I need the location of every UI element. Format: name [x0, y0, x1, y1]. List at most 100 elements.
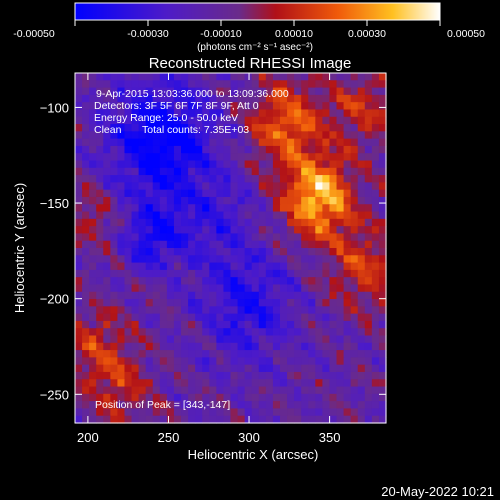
heatmap-cell [378, 131, 387, 140]
heatmap-cell [287, 196, 295, 205]
heatmap-cell [322, 80, 331, 89]
heatmap-cell [265, 175, 274, 183]
heatmap-cell [75, 196, 83, 205]
heatmap-cell [96, 116, 104, 125]
heatmap-cell [173, 262, 182, 271]
energy-range-text: Energy Range: 25.0 - 50.0 keV [94, 112, 238, 124]
heatmap-cell [237, 73, 246, 81]
heatmap-cell [350, 233, 359, 242]
heatmap-cell [188, 364, 196, 373]
heatmap-cell [209, 371, 217, 380]
heatmap-cell [258, 313, 267, 322]
heatmap-cell [265, 277, 274, 286]
heatmap-cell [173, 379, 182, 388]
heatmap-cell [322, 233, 331, 242]
heatmap-cell [216, 87, 225, 96]
heatmap-cell [364, 299, 373, 307]
y-tick-label: −150 [40, 196, 69, 211]
heatmap-cell [244, 116, 253, 125]
heatmap-cell [89, 306, 97, 315]
heatmap-cell [166, 328, 175, 337]
heatmap-cell [315, 269, 323, 278]
heatmap-cell [117, 386, 126, 395]
colorbar-tick-label: 0.00030 [348, 28, 386, 40]
heatmap-cell [89, 408, 97, 417]
heatmap-cell [244, 350, 253, 358]
heatmap-cell [287, 306, 295, 315]
heatmap-cell [145, 350, 154, 358]
heatmap-cell [124, 364, 133, 373]
heatmap-cell [357, 255, 366, 264]
heatmap-cell [166, 371, 175, 380]
heatmap-cell [202, 335, 210, 344]
heatmap-cell [308, 131, 316, 140]
heatmap-cell [117, 131, 126, 140]
heatmap-cell [75, 328, 83, 337]
heatmap-cell [301, 175, 309, 183]
heatmap-cell [265, 131, 274, 140]
heatmap-cell [138, 386, 147, 395]
heatmap-cell [336, 357, 345, 366]
heatmap-cell [223, 371, 232, 380]
heatmap-cell [138, 175, 147, 183]
heatmap-cell [322, 379, 331, 388]
heatmap-cell [329, 233, 338, 242]
heatmap-cell [75, 131, 83, 140]
heatmap-cell [195, 109, 203, 118]
heatmap-cell [152, 393, 161, 402]
heatmap-cell [173, 153, 182, 162]
heatmap-cell [279, 269, 288, 278]
heatmap-cell [287, 189, 295, 198]
heatmap-cell [251, 138, 260, 147]
heatmap-cell [258, 277, 267, 286]
heatmap-cell [216, 182, 225, 191]
heatmap-cell [89, 415, 97, 424]
heatmap-cell [308, 306, 316, 315]
heatmap-cell [343, 80, 352, 89]
heatmap-cell [258, 94, 267, 103]
heatmap-cell [357, 131, 366, 140]
heatmap-cell [131, 94, 140, 103]
heatmap-cell [294, 145, 302, 154]
heatmap-cell [188, 211, 196, 220]
heatmap-cell [75, 371, 83, 380]
heatmap-cell [223, 124, 232, 132]
heatmap-cell [378, 73, 387, 81]
heatmap-cell [173, 415, 182, 424]
heatmap-cell [322, 248, 331, 256]
heatmap-cell [110, 262, 119, 271]
heatmap-cell [322, 393, 331, 402]
heatmap-cell [279, 255, 288, 264]
heatmap-cell [301, 328, 309, 337]
heatmap-cell [209, 160, 217, 169]
heatmap-cell [371, 277, 380, 286]
heatmap-cell [166, 102, 175, 111]
heatmap-cell [110, 167, 119, 176]
heatmap-cell [110, 364, 119, 373]
heatmap-cell [110, 248, 119, 256]
heatmap-cell [138, 211, 147, 220]
heatmap-cell [350, 153, 359, 162]
heatmap-cell [258, 269, 267, 278]
heatmap-cell [357, 189, 366, 198]
heatmap-cell [202, 131, 210, 140]
heatmap-cell [308, 299, 316, 307]
heatmap-cell [364, 94, 373, 103]
heatmap-cell [301, 87, 309, 96]
heatmap-cell [322, 138, 331, 147]
heatmap-cell [216, 313, 225, 322]
heatmap-cell [209, 138, 217, 147]
heatmap-cell [357, 306, 366, 315]
heatmap-cell [279, 167, 288, 176]
heatmap-cell [145, 364, 154, 373]
heatmap-cell [272, 248, 281, 256]
heatmap-cell [195, 415, 203, 424]
heatmap-cell [195, 357, 203, 366]
heatmap-cell [96, 255, 104, 264]
heatmap-cell [357, 87, 366, 96]
heatmap-cell [364, 401, 373, 410]
heatmap-cell [287, 94, 295, 103]
heatmap-cell [244, 255, 253, 264]
heatmap-cell [287, 175, 295, 183]
heatmap-cell [244, 335, 253, 344]
